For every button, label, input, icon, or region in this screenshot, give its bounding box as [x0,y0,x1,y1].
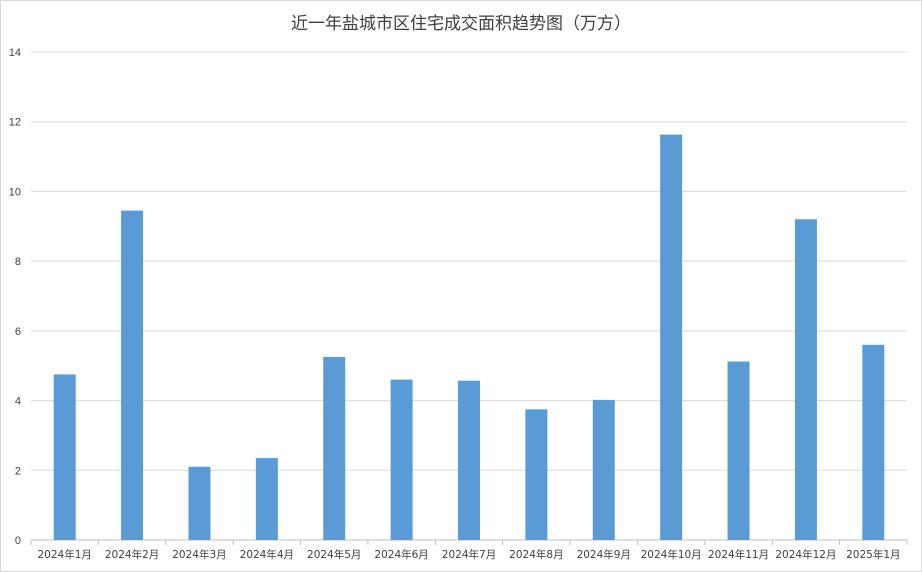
bars [53,134,885,541]
y-tick-label: 0 [15,535,21,547]
bar-11 [727,361,750,540]
bar-5 [323,357,346,540]
x-tick-label: 2024年6月 [374,548,428,561]
bar-6 [390,379,413,540]
x-tick-label: 2024年3月 [172,548,226,561]
x-tick-label: 2024年5月 [307,548,361,561]
y-tick-label: 12 [9,117,21,129]
y-axis: 0 2 4 6 8 10 12 14 [9,47,21,547]
bar-1 [53,374,76,540]
x-tick-label: 2024年12月 [775,548,836,561]
x-tick-label: 2024年1月 [37,548,91,561]
y-tick-label: 8 [15,256,21,268]
bar-13 [862,344,885,540]
y-tick-label: 10 [9,186,21,198]
x-tick-label: 2024年4月 [240,548,294,561]
x-tick-label: 2024年10月 [641,548,702,561]
x-tick-label: 2024年8月 [509,548,563,561]
x-tick-label: 2024年2月 [105,548,159,561]
bar-3 [188,466,211,540]
y-tick-label: 2 [15,465,21,477]
y-tick-label: 4 [15,396,21,408]
x-tick-label: 2024年7月 [442,548,496,561]
bar-4 [255,458,278,540]
bar-9 [592,399,615,540]
bar-8 [525,409,548,540]
x-tick-label: 2024年11月 [708,548,769,561]
bar-10 [660,134,683,540]
bar-7 [458,380,480,540]
chart-title: 近一年盐城市区住宅成交面积趋势图（万方） [291,14,631,34]
x-tick-label: 2024年9月 [577,548,631,561]
y-tick-label: 14 [9,47,21,59]
x-tick-label: 2025年1月 [846,548,900,561]
x-axis: 2024年1月 2024年2月 2024年3月 2024年4月 2024年5月 2024年… [30,540,908,561]
bar-12 [794,219,817,541]
bar-2 [121,210,144,540]
y-tick-label: 6 [15,326,21,338]
